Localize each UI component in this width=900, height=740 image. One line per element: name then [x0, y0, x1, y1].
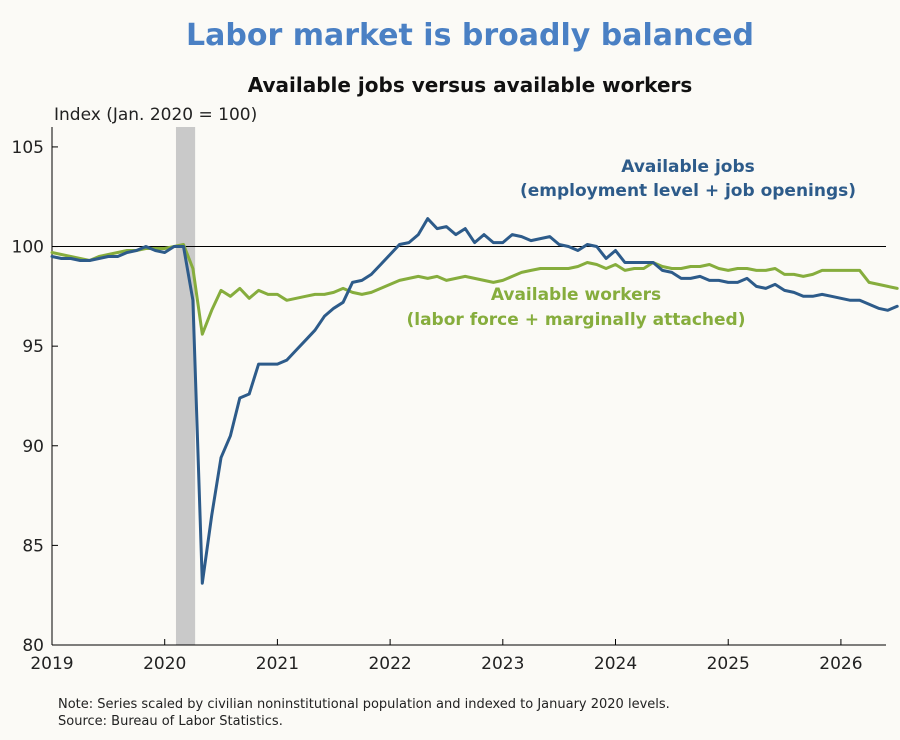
- y-tick-label: 90: [22, 437, 44, 457]
- chart-title: Labor market is broadly balanced: [186, 18, 754, 53]
- jobs-series-line: [50, 217, 899, 585]
- y-axis-label: Index (Jan. 2020 = 100): [54, 105, 257, 125]
- y-tick-label: 80: [22, 636, 44, 656]
- y-tick-label: 95: [22, 337, 44, 357]
- x-tick-label: 2023: [481, 654, 524, 674]
- x-tick-label: 2021: [256, 654, 299, 674]
- workers-series-line: [50, 243, 899, 336]
- y-tick-label: 85: [22, 536, 44, 556]
- jobs-series-label-line2: (employment level + job openings): [520, 181, 856, 201]
- y-tick-label: 100: [12, 238, 44, 258]
- plot-area: 80 85 90 95 100 105 2019 2020 2021 2022 2023 2024 20…: [12, 127, 899, 674]
- workers-series-label-line1: Available workers: [491, 285, 661, 305]
- x-tick-label: 2020: [143, 654, 186, 674]
- x-tick-label: 2024: [594, 654, 637, 674]
- chart-subtitle: Available jobs versus available workers: [248, 73, 693, 97]
- workers-series-label-line2: (labor force + marginally attached): [406, 310, 745, 330]
- footnote-source: Source: Bureau of Labor Statistics.: [58, 714, 283, 729]
- x-tick-label: 2025: [707, 654, 750, 674]
- x-tick-label: 2019: [30, 654, 73, 674]
- jobs-series-label-line1: Available jobs: [621, 157, 754, 177]
- footnote-note: Note: Series scaled by civilian noninsti…: [58, 697, 670, 712]
- recession-shading: [175, 127, 196, 645]
- y-tick-label: 105: [12, 138, 44, 158]
- x-tick-label: 2022: [368, 654, 411, 674]
- x-tick-label: 2026: [819, 654, 862, 674]
